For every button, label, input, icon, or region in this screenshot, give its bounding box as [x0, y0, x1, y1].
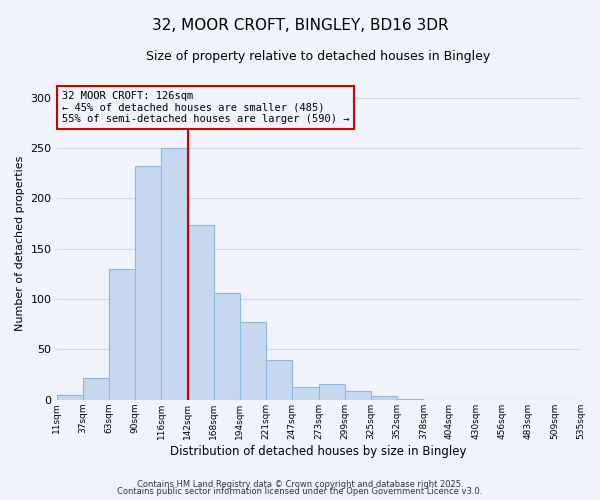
Text: 32, MOOR CROFT, BINGLEY, BD16 3DR: 32, MOOR CROFT, BINGLEY, BD16 3DR [152, 18, 448, 32]
Text: Contains public sector information licensed under the Open Government Licence v3: Contains public sector information licen… [118, 488, 482, 496]
Bar [83, 378, 109, 400]
Bar [397, 399, 424, 400]
Bar [56, 395, 83, 400]
Y-axis label: Number of detached properties: Number of detached properties [15, 156, 25, 332]
Bar [188, 224, 214, 400]
Text: Contains HM Land Registry data © Crown copyright and database right 2025.: Contains HM Land Registry data © Crown c… [137, 480, 463, 489]
Bar [266, 360, 292, 400]
Bar [214, 293, 240, 400]
Bar [161, 148, 188, 400]
X-axis label: Distribution of detached houses by size in Bingley: Distribution of detached houses by size … [170, 444, 467, 458]
Bar [109, 269, 135, 400]
Bar [319, 384, 345, 400]
Bar [292, 386, 319, 400]
Title: Size of property relative to detached houses in Bingley: Size of property relative to detached ho… [146, 50, 491, 63]
Bar [371, 396, 397, 400]
Bar [240, 322, 266, 400]
Bar [345, 390, 371, 400]
Bar [135, 166, 161, 400]
Text: 32 MOOR CROFT: 126sqm
← 45% of detached houses are smaller (485)
55% of semi-det: 32 MOOR CROFT: 126sqm ← 45% of detached … [62, 91, 349, 124]
